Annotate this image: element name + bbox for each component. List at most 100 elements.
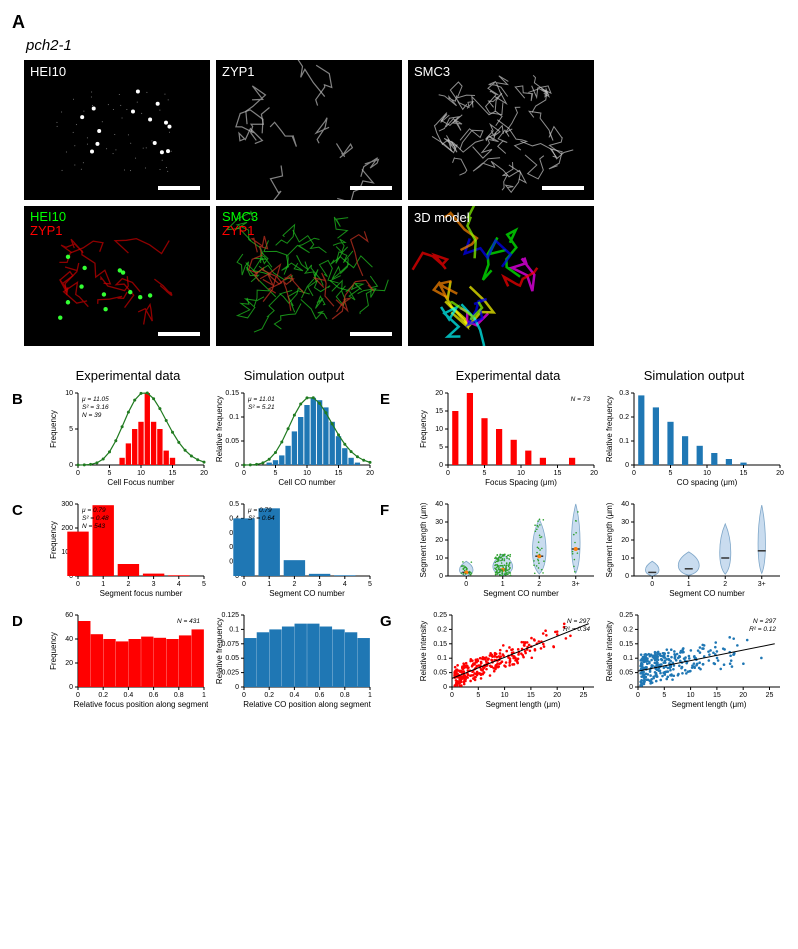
svg-text:Frequency: Frequency: [49, 410, 58, 448]
svg-text:1: 1: [202, 692, 206, 699]
svg-text:Relative intensity: Relative intensity: [419, 621, 428, 681]
svg-text:0: 0: [625, 573, 629, 580]
svg-text:0: 0: [76, 581, 80, 588]
svg-text:10: 10: [137, 470, 145, 477]
svg-text:20: 20: [366, 470, 374, 477]
svg-text:200: 200: [61, 525, 73, 532]
svg-text:0.15: 0.15: [225, 390, 239, 397]
svg-text:0: 0: [450, 692, 454, 699]
svg-text:S² = 3.16: S² = 3.16: [82, 404, 109, 411]
svg-text:μ = 0.79: μ = 0.79: [247, 507, 272, 514]
col-header-3: Experimental data: [418, 368, 598, 383]
svg-text:20: 20: [739, 692, 747, 699]
svg-text:Frequency: Frequency: [49, 521, 58, 559]
svg-text:15: 15: [335, 470, 343, 477]
svg-text:1: 1: [687, 581, 691, 588]
svg-text:10: 10: [435, 426, 443, 433]
chart-c-sim: 01234500.10.20.30.40.5Segment CO numberμ…: [214, 500, 374, 603]
svg-text:10: 10: [517, 470, 525, 477]
svg-text:10: 10: [703, 470, 711, 477]
panel-a-label: A: [12, 12, 786, 33]
svg-text:0.15: 0.15: [433, 641, 447, 648]
svg-text:0: 0: [69, 684, 73, 691]
svg-text:3+: 3+: [758, 581, 766, 588]
svg-text:μ = 0.79: μ = 0.79: [81, 507, 106, 514]
svg-text:5: 5: [368, 581, 372, 588]
svg-text:0.3: 0.3: [619, 390, 629, 397]
svg-text:10: 10: [501, 692, 509, 699]
svg-text:S² = 5.21: S² = 5.21: [248, 404, 275, 411]
svg-text:0.125: 0.125: [221, 612, 239, 619]
svg-text:30: 30: [435, 519, 443, 526]
svg-text:0.15: 0.15: [619, 641, 633, 648]
svg-text:Relative frequency: Relative frequency: [215, 618, 224, 684]
svg-text:5: 5: [483, 470, 487, 477]
svg-text:S² = 0.64: S² = 0.64: [248, 515, 275, 522]
svg-text:20: 20: [621, 537, 629, 544]
svg-text:Segment CO number: Segment CO number: [669, 589, 745, 598]
svg-text:5: 5: [69, 426, 73, 433]
svg-text:20: 20: [435, 390, 443, 397]
svg-text:R² = 0.34: R² = 0.34: [563, 626, 590, 633]
chart-b-exp: 051015200510Cell Focus numberFrequencyμ …: [48, 389, 208, 492]
svg-text:10: 10: [687, 692, 695, 699]
svg-text:20: 20: [590, 470, 598, 477]
svg-text:Segment CO number: Segment CO number: [269, 589, 345, 598]
chart-g-exp: 051015202500.050.10.150.20.25Segment len…: [418, 611, 598, 714]
svg-text:0.5: 0.5: [229, 501, 239, 508]
svg-text:Segment length (μm): Segment length (μm): [672, 700, 747, 709]
svg-text:0: 0: [625, 462, 629, 469]
svg-text:0: 0: [76, 470, 80, 477]
panel-f-label: F: [380, 500, 412, 519]
svg-text:1: 1: [501, 581, 505, 588]
svg-text:0.8: 0.8: [340, 692, 350, 699]
svg-text:3: 3: [318, 581, 322, 588]
panel-d-label: D: [12, 611, 42, 630]
svg-text:0: 0: [632, 470, 636, 477]
svg-text:0: 0: [464, 581, 468, 588]
svg-text:1: 1: [101, 581, 105, 588]
svg-text:N = 543: N = 543: [82, 523, 105, 530]
svg-text:3+: 3+: [572, 581, 580, 588]
svg-text:0.25: 0.25: [619, 612, 633, 619]
svg-text:R² = 0.12: R² = 0.12: [749, 626, 776, 633]
svg-text:Relative focus position along: Relative focus position along segment: [74, 700, 208, 709]
chart-e-sim: 0510152000.10.20.3CO spacing (μm)Relativ…: [604, 389, 784, 492]
svg-text:5: 5: [662, 692, 666, 699]
svg-text:μ = 11.05: μ = 11.05: [81, 396, 109, 403]
svg-text:0.2: 0.2: [98, 692, 108, 699]
svg-text:40: 40: [65, 636, 73, 643]
svg-text:15: 15: [554, 470, 562, 477]
svg-text:3: 3: [152, 581, 156, 588]
chart-g-sim: 051015202500.050.10.150.20.25Segment len…: [604, 611, 784, 714]
svg-text:Segment length (μm): Segment length (μm): [486, 700, 561, 709]
svg-text:0: 0: [439, 573, 443, 580]
col-header-1: Experimental data: [48, 368, 208, 383]
chart-f-exp: 010203040Segment CO numberSegment length…: [418, 500, 598, 603]
svg-text:0: 0: [69, 462, 73, 469]
svg-text:20: 20: [200, 470, 208, 477]
svg-text:0.1: 0.1: [619, 438, 629, 445]
svg-text:Frequency: Frequency: [419, 410, 428, 448]
chart-d-exp: 00.20.40.60.810204060Relative focus posi…: [48, 611, 208, 714]
chart-f-sim: 010203040Segment CO numberSegment length…: [604, 500, 784, 603]
svg-text:5: 5: [108, 470, 112, 477]
charts-area: Experimental data Simulation output Expe…: [12, 368, 786, 714]
panel-e-label: E: [380, 389, 412, 408]
svg-text:300: 300: [61, 501, 73, 508]
svg-text:30: 30: [621, 519, 629, 526]
svg-text:15: 15: [169, 470, 177, 477]
svg-text:0.8: 0.8: [174, 692, 184, 699]
svg-text:CO spacing (μm): CO spacing (μm): [677, 478, 738, 487]
svg-text:0.1: 0.1: [437, 655, 447, 662]
column-headers: Experimental data Simulation output Expe…: [12, 368, 786, 383]
svg-text:5: 5: [439, 444, 443, 451]
svg-text:Segment focus number: Segment focus number: [100, 589, 183, 598]
svg-text:0.075: 0.075: [221, 641, 239, 648]
svg-text:60: 60: [65, 612, 73, 619]
svg-text:20: 20: [65, 660, 73, 667]
svg-text:0.05: 0.05: [225, 655, 239, 662]
svg-text:10: 10: [435, 555, 443, 562]
svg-text:5: 5: [202, 581, 206, 588]
svg-text:0: 0: [235, 462, 239, 469]
